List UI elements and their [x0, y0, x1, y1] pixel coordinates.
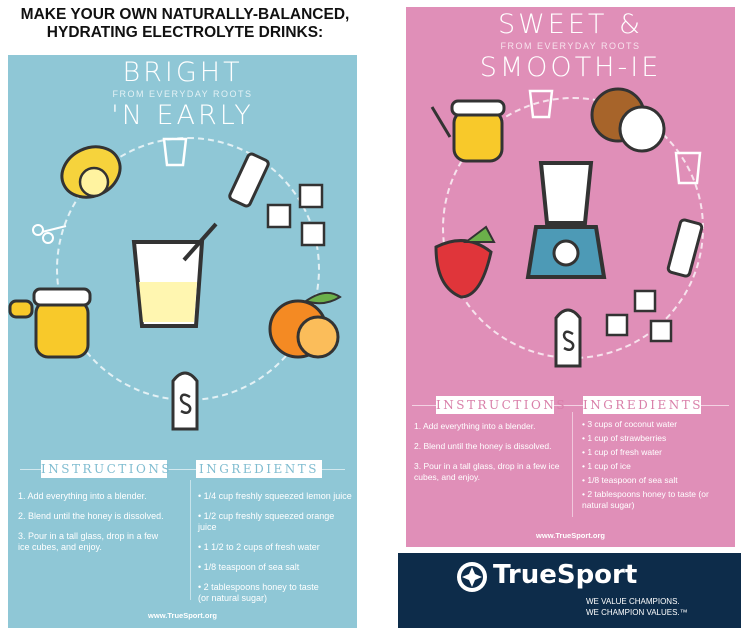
panel-subtitle: FROM EVERYDAY ROOTS [112, 89, 253, 99]
column-divider [572, 412, 573, 517]
lemon-icon [60, 145, 122, 199]
salt-shaker-icon [554, 308, 582, 368]
ingredients-list: • 1/4 cup freshly squeezed lemon juice •… [198, 491, 354, 613]
ingredient-item: • 1 cup of ice [582, 461, 631, 471]
instructions-heading: INSTRUCTIONS [41, 460, 173, 478]
column-divider [190, 480, 191, 600]
instruction-step: 3. Pour in a tall glass, drop in a few i… [414, 461, 560, 482]
honey-jar-icon [8, 287, 92, 359]
tagline-1: WE VALUE CHAMPIONS. [586, 597, 680, 606]
coconut-icon [590, 87, 666, 153]
ingredient-item: • 1 cup of strawberries [582, 433, 667, 443]
ice-cubes-icon [266, 183, 326, 247]
ingredients-list: • 3 cups of coconut water • 1 cup of str… [582, 419, 727, 511]
instructions-list: 1. Add everything into a blender. 2. Ble… [414, 421, 564, 492]
divider [20, 469, 345, 470]
truesport-footer: TrueSport WE VALUE CHAMPIONS. WE CHAMPIO… [398, 553, 741, 628]
honey-jar-icon [430, 99, 506, 163]
ingredient-item: • 2 tablespoons honey to taste (or natur… [582, 489, 709, 510]
panel-subtitle: FROM EVERYDAY ROOTS [500, 41, 641, 51]
instruction-step: 1. Add everything into a blender. [414, 421, 536, 431]
divider [412, 405, 729, 406]
ingredient-item: • 1/4 cup freshly squeezed lemon juice [198, 491, 352, 501]
ingredient-item: • 1 cup of fresh water [582, 447, 662, 457]
blender-icon [525, 161, 607, 279]
website-link[interactable]: www.TrueSport.org [536, 531, 605, 540]
instructions-heading: INSTRUCTIONS [436, 396, 568, 414]
panel-title-line2: SMOOTH-IE [479, 52, 662, 83]
ice-cubes-icon [605, 289, 673, 343]
panel-title-line2: 'N EARLY [111, 100, 254, 131]
ingredients-heading: INGREDIENTS [196, 460, 322, 478]
measuring-cup-icon [162, 137, 188, 167]
salt-shaker-icon [171, 371, 199, 431]
water-bottle-icon [666, 218, 704, 278]
water-bottle-icon [228, 152, 270, 208]
panel-title-line1: SWEET & [497, 9, 644, 40]
ingredient-item: • 1/2 cup freshly squeezed orange juice [198, 511, 335, 532]
ingredient-item: • 1/8 teaspoon of sea salt [582, 475, 678, 485]
instruction-step: 2. Blend until the honey is dissolved. [414, 441, 552, 451]
tagline-2: WE CHAMPION VALUES.™ [586, 608, 688, 617]
measuring-cup-icon [528, 89, 554, 119]
headline: MAKE YOUR OWN NATURALLY-BALANCED, HYDRAT… [20, 6, 350, 41]
instruction-step: 2. Blend until the honey is dissolved. [18, 511, 164, 521]
truesport-star-logo-icon [457, 562, 487, 592]
strawberry-icon [434, 225, 496, 299]
glass-with-straw-icon [131, 222, 218, 328]
brand-name: TrueSport [493, 560, 638, 590]
sweet-and-smoothie-panel: SWEET & FROM EVERYDAY ROOTS SMOOTH-IE IN… [406, 7, 735, 547]
ingredient-item: • 1 1/2 to 2 cups of fresh water [198, 542, 320, 552]
orange-icon [268, 291, 342, 359]
ingredient-item: • 3 cups of coconut water [582, 419, 678, 429]
panel-title-line1: BRIGHT [122, 57, 243, 88]
ingredient-item: • 1/8 teaspoon of sea salt [198, 562, 300, 572]
ingredient-item: • 2 tablespoons honey to taste (or natur… [198, 582, 319, 603]
instruction-step: 3. Pour in a tall glass, drop in a few i… [18, 531, 159, 552]
instructions-list: 1. Add everything into a blender. 2. Ble… [18, 491, 186, 562]
instruction-step: 1. Add everything into a blender. [18, 491, 147, 501]
glass-icon [674, 151, 702, 185]
measuring-spoons-icon [32, 224, 67, 244]
bright-n-early-panel: BRIGHT FROM EVERYDAY ROOTS 'N EARLY INST… [8, 55, 357, 628]
ingredients-heading: INGREDIENTS [583, 396, 703, 414]
website-link[interactable]: www.TrueSport.org [148, 611, 217, 620]
